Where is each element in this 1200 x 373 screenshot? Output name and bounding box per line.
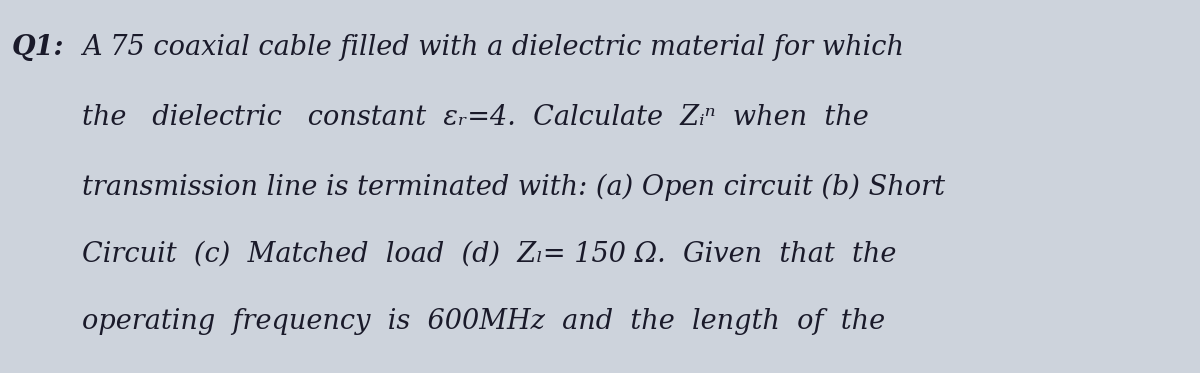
Text: transmission line is terminated with: (a) Open circuit (b) Short: transmission line is terminated with: (a…	[82, 173, 944, 201]
Text: operating  frequency  is  600MHz  and  the  length  of  the: operating frequency is 600MHz and the le…	[82, 308, 884, 335]
Text: A 75 coaxial cable filled with a dielectric material for which: A 75 coaxial cable filled with a dielect…	[82, 34, 904, 60]
Text: Q1:: Q1:	[12, 34, 65, 60]
Text: the   dielectric   constant  εᵣ=4.  Calculate  Zᵢⁿ  when  the: the dielectric constant εᵣ=4. Calculate …	[82, 104, 869, 131]
Text: Circuit  (c)  Matched  load  (d)  Zₗ= 150 Ω.  Given  that  the: Circuit (c) Matched load (d) Zₗ= 150 Ω. …	[82, 241, 896, 267]
